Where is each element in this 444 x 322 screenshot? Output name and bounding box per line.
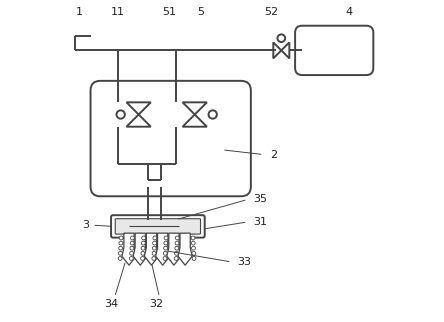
Text: 3: 3 <box>82 220 89 230</box>
Circle shape <box>159 257 162 260</box>
Circle shape <box>136 257 140 260</box>
Circle shape <box>146 236 150 240</box>
Circle shape <box>119 246 123 250</box>
Circle shape <box>158 251 162 255</box>
Circle shape <box>135 241 139 245</box>
Circle shape <box>147 241 150 245</box>
Circle shape <box>130 251 134 255</box>
Circle shape <box>191 236 195 240</box>
FancyBboxPatch shape <box>115 219 201 234</box>
Circle shape <box>174 251 178 255</box>
Circle shape <box>141 246 145 250</box>
Circle shape <box>141 257 144 260</box>
Circle shape <box>152 257 156 260</box>
Circle shape <box>130 257 133 260</box>
Circle shape <box>170 257 174 260</box>
Circle shape <box>136 251 139 255</box>
Polygon shape <box>182 115 207 127</box>
Circle shape <box>116 110 125 119</box>
Text: 51: 51 <box>162 7 176 17</box>
Circle shape <box>180 246 184 250</box>
Text: 1: 1 <box>76 7 83 17</box>
Polygon shape <box>144 233 159 265</box>
Text: 2: 2 <box>270 150 277 160</box>
Circle shape <box>130 246 134 250</box>
Circle shape <box>175 236 179 240</box>
Circle shape <box>164 241 168 245</box>
Circle shape <box>181 251 184 255</box>
Circle shape <box>157 236 161 240</box>
Circle shape <box>158 246 162 250</box>
Circle shape <box>153 241 156 245</box>
Circle shape <box>153 236 157 240</box>
Circle shape <box>164 246 167 250</box>
Text: 31: 31 <box>254 217 267 227</box>
Text: 5: 5 <box>198 7 205 17</box>
Circle shape <box>119 251 123 255</box>
Polygon shape <box>127 115 151 127</box>
Polygon shape <box>182 102 207 115</box>
Circle shape <box>135 236 139 240</box>
Circle shape <box>192 257 196 260</box>
Circle shape <box>175 241 179 245</box>
Circle shape <box>278 34 285 42</box>
Circle shape <box>163 257 167 260</box>
Circle shape <box>135 246 139 250</box>
Text: 32: 32 <box>149 299 163 309</box>
Circle shape <box>147 246 151 250</box>
Polygon shape <box>281 43 289 58</box>
FancyBboxPatch shape <box>111 215 205 238</box>
Polygon shape <box>122 233 136 265</box>
FancyBboxPatch shape <box>91 81 251 196</box>
Circle shape <box>130 241 134 245</box>
Polygon shape <box>133 233 147 265</box>
Circle shape <box>163 251 167 255</box>
Polygon shape <box>274 43 281 58</box>
Circle shape <box>170 251 173 255</box>
Circle shape <box>191 241 195 245</box>
Circle shape <box>169 241 173 245</box>
Polygon shape <box>127 102 151 115</box>
Circle shape <box>158 241 162 245</box>
Circle shape <box>174 257 178 260</box>
Text: 33: 33 <box>238 257 251 267</box>
Polygon shape <box>167 233 181 265</box>
Circle shape <box>142 236 146 240</box>
Circle shape <box>175 246 178 250</box>
Circle shape <box>119 241 123 245</box>
Circle shape <box>142 241 145 245</box>
Circle shape <box>131 236 135 240</box>
Polygon shape <box>156 233 170 265</box>
Circle shape <box>181 257 185 260</box>
Circle shape <box>169 246 173 250</box>
FancyBboxPatch shape <box>295 26 373 75</box>
Circle shape <box>191 246 195 250</box>
Text: 4: 4 <box>345 7 352 17</box>
Circle shape <box>152 246 156 250</box>
Circle shape <box>169 236 172 240</box>
Circle shape <box>147 257 151 260</box>
Circle shape <box>147 251 151 255</box>
Text: 11: 11 <box>111 7 125 17</box>
Circle shape <box>180 241 184 245</box>
Circle shape <box>152 251 156 255</box>
Text: 52: 52 <box>265 7 279 17</box>
Circle shape <box>209 110 217 119</box>
Text: 34: 34 <box>104 299 119 309</box>
Circle shape <box>164 236 168 240</box>
Polygon shape <box>178 233 192 265</box>
Circle shape <box>180 236 184 240</box>
Text: 35: 35 <box>254 194 267 204</box>
Circle shape <box>192 251 196 255</box>
Circle shape <box>119 236 123 240</box>
Circle shape <box>118 257 122 260</box>
Circle shape <box>141 251 145 255</box>
